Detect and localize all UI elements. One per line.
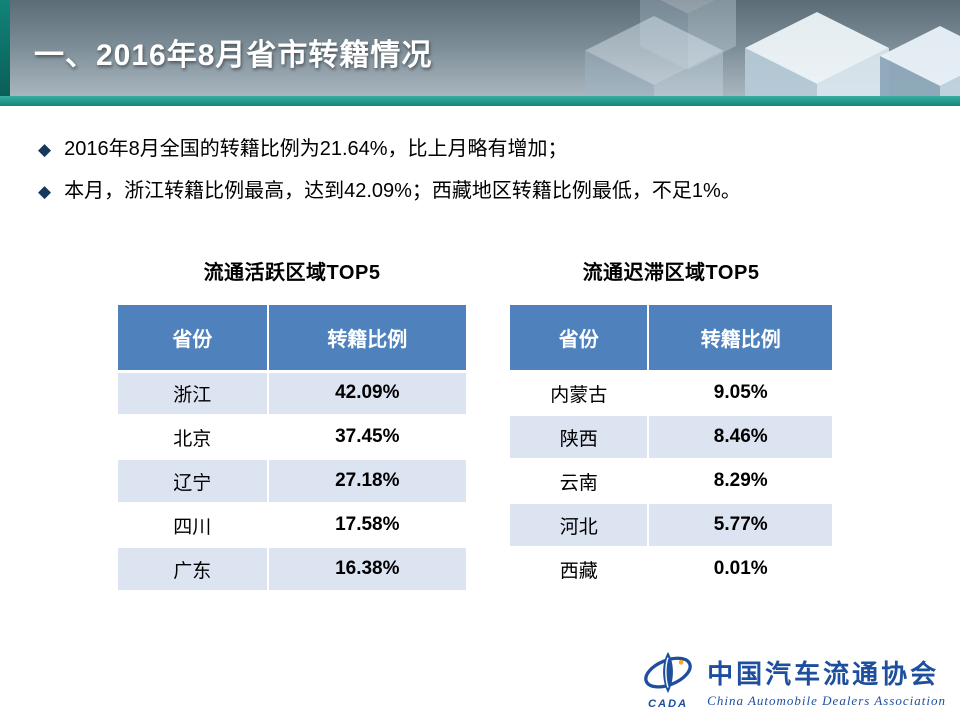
province-cell: 云南 bbox=[510, 459, 649, 504]
ratio-cell: 5.77% bbox=[647, 503, 832, 548]
province-cell: 辽宁 bbox=[118, 459, 268, 504]
slide-header: 一、2016年8月省市转籍情况 bbox=[0, 0, 960, 96]
province-cell: 陕西 bbox=[510, 415, 649, 460]
logo-badge-text: CADA bbox=[648, 698, 688, 710]
table-row: 四川 17.58% bbox=[118, 503, 466, 548]
province-cell: 河北 bbox=[510, 503, 649, 548]
table-row: 河北 5.77% bbox=[510, 503, 832, 548]
active-region-table-block: 流通活跃区域TOP5 省份 转籍比例 浙江 42.09% 北京 37.45% 辽… bbox=[118, 256, 466, 592]
ratio-cell: 8.29% bbox=[647, 459, 832, 504]
logo-text-block: 中国汽车流通协会 China Automobile Dealers Associ… bbox=[707, 654, 946, 709]
table-header-row: 省份 转籍比例 bbox=[510, 305, 832, 373]
cubes-decoration bbox=[585, 0, 960, 96]
ratio-cell: 42.09% bbox=[266, 371, 466, 416]
cube-shape bbox=[585, 16, 723, 96]
ratio-cell: 16.38% bbox=[266, 547, 466, 592]
logo-chinese-name: 中国汽车流通协会 bbox=[707, 659, 940, 689]
header-left-accent-bar bbox=[0, 0, 10, 96]
ratio-cell: 17.58% bbox=[266, 503, 466, 548]
active-table-title: 流通活跃区域TOP5 bbox=[203, 262, 381, 284]
cada-logo: CADA 中国汽车流通协会 China Automobile Dealers A… bbox=[639, 648, 946, 714]
header-divider-stripe bbox=[0, 96, 960, 106]
province-cell: 内蒙古 bbox=[510, 371, 649, 416]
table-header-row: 省份 转籍比例 bbox=[118, 305, 466, 373]
ratio-cell: 8.46% bbox=[647, 415, 832, 460]
bullet-item: ◆ 本月，浙江转籍比例最高，达到42.09%；西藏地区转籍比例最低，不足1%。 bbox=[38, 178, 928, 205]
column-header-province: 省份 bbox=[118, 305, 268, 373]
province-cell: 西藏 bbox=[510, 547, 649, 592]
province-cell: 浙江 bbox=[118, 371, 268, 416]
slow-table-title: 流通迟滞区域TOP5 bbox=[582, 262, 760, 284]
cube-shape bbox=[745, 12, 890, 96]
bullet-text: 2016年8月全国的转籍比例为21.64%，比上月略有增加； bbox=[64, 138, 568, 160]
table-row: 广东 16.38% bbox=[118, 547, 466, 592]
diamond-bullet-icon: ◆ bbox=[38, 140, 52, 159]
bullet-item: ◆ 2016年8月全国的转籍比例为21.64%，比上月略有增加； bbox=[38, 136, 928, 163]
province-cell: 四川 bbox=[118, 503, 268, 548]
slide-title: 一、2016年8月省市转籍情况 bbox=[34, 39, 433, 72]
table-row: 陕西 8.46% bbox=[510, 415, 832, 460]
active-region-table: 省份 转籍比例 浙江 42.09% 北京 37.45% 辽宁 27.18% bbox=[118, 305, 466, 592]
diamond-bullet-icon: ◆ bbox=[38, 182, 52, 201]
table-row: 内蒙古 9.05% bbox=[510, 371, 832, 416]
table-row: 辽宁 27.18% bbox=[118, 459, 466, 504]
column-header-province: 省份 bbox=[510, 305, 649, 373]
bullet-text: 本月，浙江转籍比例最高，达到42.09%；西藏地区转籍比例最低，不足1%。 bbox=[64, 180, 741, 202]
ratio-cell: 27.18% bbox=[266, 459, 466, 504]
slow-region-table-block: 流通迟滞区域TOP5 省份 转籍比例 内蒙古 9.05% 陕西 8.46% 云南 bbox=[510, 256, 832, 592]
table-row: 西藏 0.01% bbox=[510, 547, 832, 592]
cada-logo-icon: CADA bbox=[644, 652, 692, 710]
cube-shape bbox=[880, 26, 960, 96]
column-header-ratio: 转籍比例 bbox=[266, 305, 466, 373]
ratio-cell: 37.45% bbox=[266, 415, 466, 460]
cube-shape bbox=[640, 0, 737, 71]
slow-region-table: 省份 转籍比例 内蒙古 9.05% 陕西 8.46% 云南 8.29% bbox=[510, 305, 832, 592]
province-cell: 广东 bbox=[118, 547, 268, 592]
province-cell: 北京 bbox=[118, 415, 268, 460]
column-header-ratio: 转籍比例 bbox=[647, 305, 832, 373]
table-row: 云南 8.29% bbox=[510, 459, 832, 504]
table-row: 浙江 42.09% bbox=[118, 371, 466, 416]
ratio-cell: 9.05% bbox=[647, 371, 832, 416]
logo-english-name: China Automobile Dealers Association bbox=[707, 692, 946, 708]
bullet-list: ◆ 2016年8月全国的转籍比例为21.64%，比上月略有增加； ◆ 本月，浙江… bbox=[38, 136, 928, 220]
table-row: 北京 37.45% bbox=[118, 415, 466, 460]
ratio-cell: 0.01% bbox=[647, 547, 832, 592]
